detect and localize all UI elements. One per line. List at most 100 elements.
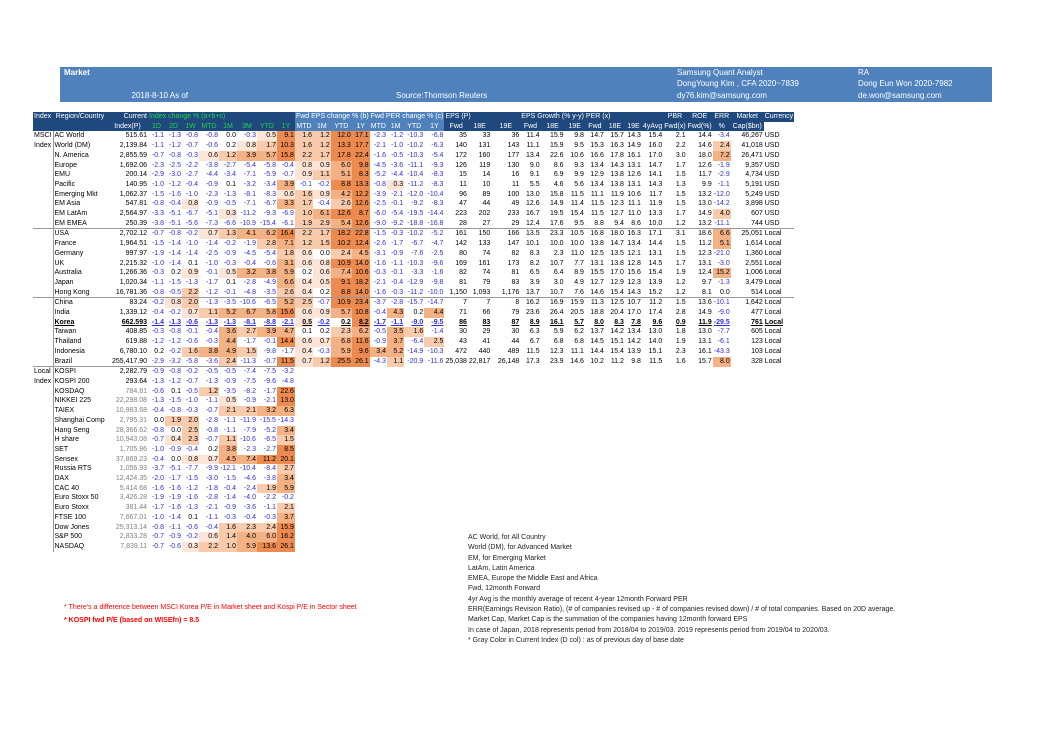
table-cell: 10.7 [549,259,564,267]
table-cell: 15.9 [549,132,564,140]
table-cell: 9.8 [574,132,584,140]
table-cell: 16.3 [610,142,624,150]
table-cell: 13.0 [698,200,712,208]
table-cell: 10.2 [590,357,604,365]
table-cell: -2.3 [243,445,256,453]
table-cell: 2.2 [675,142,686,150]
table-cell: 0.2 [320,328,330,336]
table-cell: 0.1 [171,387,181,395]
table-cell: -9.6 [263,377,276,385]
table-cell: 1.1 [219,435,237,445]
row-section-label [33,228,53,240]
table-cell: 13.1 [627,180,641,188]
table-cell: -0.2 [281,494,294,502]
table-cell: 131 [478,142,491,150]
table-cell: -0.4 [243,513,256,521]
table-cell: -3.6 [205,357,218,365]
table-cell: 1.3 [675,180,686,188]
footnote-korea-pe: * There's a difference between MSCI Kore… [64,604,357,611]
table-row: Index KOSPI 200 293.64 -1.3 -1.2 -0.7 -1.3 -0.9… [33,376,794,387]
table-cell: -10.4 [427,190,444,198]
table-cell: -0.9 [223,377,236,385]
table-cell: 41 [482,338,491,346]
table-cell: 11.4 [526,132,540,140]
table-cell: 46,267 [741,132,763,140]
table-cell: 26,471 [741,151,763,159]
ra-email: de.won@samsung.com [858,91,942,100]
table-cell: -4.6 [243,475,256,483]
table-cell: 13.1 [590,259,604,267]
table-cell: -9.3 [263,210,276,218]
table-cell: -1.4 [223,494,236,502]
table-cell: 8.3 [529,249,540,257]
table-cell: -2.1 [263,397,276,405]
table-row: Index World (DM) 2,139.84 -1.1 -1.2 -0.7 -0.6 0… [33,141,794,151]
row-region-name: France [52,239,107,249]
table-cell: 11.7 [698,171,712,179]
table-cell: 4.5 [219,454,237,465]
table-cell: 1.5 [675,171,686,179]
table-cell: 2.3 [330,327,352,338]
table-cell: 6.2 [256,228,277,240]
table-cell: 0.6 [312,268,331,278]
table-cell: 15.6 [627,269,641,277]
table-row: UK 2,215.32 -1.0 -1.4 0.1 -1.0 -0.3 -0.4 -0.6 3.1… [33,258,794,269]
table-cell: -0.3 [387,228,405,240]
table-cell: -0.8 [165,366,182,377]
table-cell: 4.4 [424,308,445,318]
table-cell: -7.5 [243,377,256,385]
table-cell: -2.8 [243,278,256,286]
table-cell: 83 [482,318,491,326]
table-cell: 10.5 [564,228,585,240]
table-cell: -8.8 [263,318,276,326]
table-cell: -7.6 [411,249,424,257]
row-region-name: Dow Jones [52,522,107,533]
table-cell: 15.1 [648,347,663,355]
table-cell: 0.1 [188,513,198,521]
table-cell: 13.5 [520,228,541,240]
table-cell: -9.0 [717,309,730,317]
table-cell: 1.2 [312,356,331,367]
ra-name: Dong Eun Won 2020-7982 [858,79,953,88]
table-cell: 200.14 [125,171,147,179]
table-cell: 2.7 [236,327,257,338]
table-cell: 3.5 [387,327,405,338]
table-cell: 2.4 [219,356,237,367]
table-cell: 9.7 [702,278,712,286]
table-cell: -0.4 [205,328,218,336]
table-cell: 0.1 [188,259,198,267]
table-cell: -2.1 [373,278,386,286]
table-cell: 5.6 [574,180,584,188]
row-region-name: NASDAQ [52,541,107,552]
table-cell: 0.7 [199,454,219,465]
table-row: EMU 200.14 -2.9 -3.0 -2.7 -4.4 -3.4 -7.1 -5.9 -0.… [33,170,794,180]
table-cell: -1.1 [391,259,404,267]
row-region-name: DAX [52,474,107,484]
table-cell: 5,414.68 [119,484,147,492]
table-cell: 5.2 [276,297,295,309]
table-cell: 14.4 [648,240,663,248]
table-cell: -2.1 [281,318,294,326]
table-cell: 3.4 [369,346,387,357]
table-cell: 0.0 [171,455,181,463]
table-cell: 0.6 [294,337,313,347]
table-cell: -3.0 [168,171,181,179]
table-cell: -7.7 [185,465,198,473]
table-cell: 0.2 [171,269,181,277]
table-cell: -1.3 [223,190,236,198]
table-cell: -3.0 [205,475,218,483]
table-cell: 119 [479,161,491,169]
table-cell: -1.7 [281,347,294,355]
table-cell: 2,795.31 [119,416,147,424]
row-region-name: Russia RTS [52,464,107,475]
table-cell: 13.4 [627,328,641,336]
column-header: Fwd [520,121,541,132]
table-cell: -1.0 [151,259,164,267]
table-cell: 1.9 [165,415,182,426]
table-cell: 7.2 [712,150,731,161]
table-cell: -1.4 [431,328,444,336]
table-cell: 223 [455,210,467,218]
table-cell: 13.1 [698,259,712,267]
table-cell: 13.6 [256,541,277,552]
